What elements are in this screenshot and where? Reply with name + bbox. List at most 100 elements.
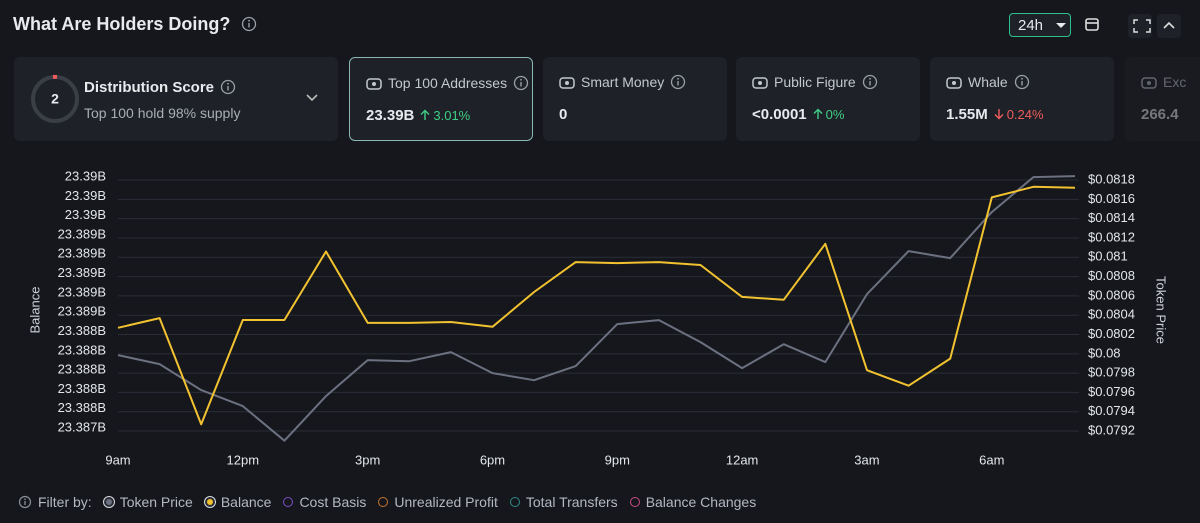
legend-item[interactable]: Token Price xyxy=(103,494,193,510)
y2-axis-title: Token Price xyxy=(1154,276,1169,344)
series-line xyxy=(117,175,1076,442)
legend-item[interactable]: Cost Basis xyxy=(283,494,366,510)
card-value: 1.55M 0.24% xyxy=(946,106,1044,123)
legend-label: Total Transfers xyxy=(525,494,618,510)
card-label: Smart Money xyxy=(581,74,686,90)
card-label: Exc xyxy=(1163,74,1187,90)
y-tick-label: 23.39B xyxy=(65,168,106,183)
series-line xyxy=(117,185,1076,426)
legend: Filter by: Token Price Balance Cost Basis U… xyxy=(18,494,756,510)
section-title: What Are Holders Doing? xyxy=(13,14,257,35)
arrow-icon xyxy=(420,109,430,120)
card-icon xyxy=(1141,77,1157,89)
legend-label: Balance xyxy=(220,494,272,510)
info-icon[interactable] xyxy=(241,16,257,32)
y-tick-label: 23.39B xyxy=(65,188,106,203)
stat-card[interactable]: Top 100 Addresses 23.39B 3.01% xyxy=(349,57,533,141)
stat-card[interactable]: Smart Money 0 xyxy=(543,57,727,141)
y2-tick-label: $0.0808 xyxy=(1088,268,1135,283)
collapse-button[interactable] xyxy=(1157,14,1181,38)
y2-tick-label: $0.0804 xyxy=(1088,307,1135,322)
value-text: 0 xyxy=(559,106,568,123)
y2-tick-label: $0.0802 xyxy=(1088,326,1135,341)
stat-card[interactable]: Exc 266.4 xyxy=(1125,57,1200,141)
card-icon xyxy=(752,77,768,89)
title-text: What Are Holders Doing? xyxy=(13,14,231,34)
x-tick-label: 9am xyxy=(105,452,130,467)
y2-tick-label: $0.0796 xyxy=(1088,384,1135,399)
arrow-icon xyxy=(994,109,1004,120)
y2-tick-label: $0.0806 xyxy=(1088,287,1135,302)
timeframe-dropdown[interactable]: 24h xyxy=(1009,13,1071,37)
legend-dot xyxy=(509,497,520,507)
stat-card[interactable]: Public Figure <0.0001 0% xyxy=(736,57,920,141)
y2-tick-label: $0.0814 xyxy=(1088,210,1135,225)
y-tick-label: 23.389B xyxy=(58,246,106,261)
y-axis-title: Balance xyxy=(27,287,42,334)
y-tick-label: 23.388B xyxy=(58,362,106,377)
legend-label: Cost Basis xyxy=(299,494,367,510)
info-icon[interactable] xyxy=(670,74,686,90)
toolbar-icons xyxy=(1085,14,1181,38)
arrow-icon xyxy=(813,108,823,119)
legend-item[interactable]: Balance Changes xyxy=(629,494,757,510)
value-text: 266.4 xyxy=(1141,106,1179,123)
x-tick-label: 3pm xyxy=(355,452,380,467)
value-text: 1.55M xyxy=(946,106,988,123)
legend-label: Balance Changes xyxy=(645,494,757,510)
y2-tick-label: $0.0792 xyxy=(1088,422,1135,437)
change-text: 0.24% xyxy=(1006,107,1044,122)
card-icon xyxy=(946,77,962,89)
card-icon xyxy=(366,78,382,90)
card-label: Public Figure xyxy=(774,74,878,90)
legend-label: Unrealized Profit xyxy=(394,494,498,510)
score-ring: 2 xyxy=(31,74,79,123)
change-text: 3.01% xyxy=(433,108,471,123)
x-tick-label: 3am xyxy=(854,452,879,467)
value-text: 23.39B xyxy=(366,107,415,124)
distribution-card[interactable]: 2 Distribution Score Top 100 hold 98% su… xyxy=(14,57,338,141)
legend-item[interactable]: Total Transfers xyxy=(509,494,618,510)
y2-tick-label: $0.081 xyxy=(1088,249,1128,264)
y2-tick-label: $0.0794 xyxy=(1088,403,1135,418)
chevron xyxy=(306,94,318,102)
y-tick-label: 23.388B xyxy=(58,323,106,338)
legend-item[interactable]: Balance xyxy=(204,494,272,510)
y-tick-label: 23.389B xyxy=(58,304,106,319)
timeframe-label: 24h xyxy=(1018,17,1044,34)
legend-dot xyxy=(629,497,640,507)
info-icon[interactable] xyxy=(1014,74,1030,90)
y2-tick-label: $0.0818 xyxy=(1088,171,1135,186)
y2-tick-label: $0.0812 xyxy=(1088,229,1135,244)
y-tick-label: 23.389B xyxy=(58,284,106,299)
score: 2 xyxy=(51,91,59,107)
change: 0% xyxy=(813,107,844,122)
card-icon xyxy=(559,77,575,89)
y-tick-label: 23.388B xyxy=(58,400,106,415)
info-icon[interactable] xyxy=(862,74,878,90)
y-tick-label: 23.389B xyxy=(58,226,106,241)
y-tick-label: 23.387B xyxy=(58,419,106,434)
x-tick-label: 6pm xyxy=(480,452,505,467)
x-tick-label: 9pm xyxy=(605,452,630,467)
info-icon[interactable] xyxy=(513,75,529,91)
y2-tick-label: $0.08 xyxy=(1088,345,1121,360)
card-subtitle: Top 100 hold 98% supply xyxy=(84,105,241,121)
legend-dot xyxy=(283,497,294,507)
stat-card[interactable]: Whale 1.55M 0.24% xyxy=(930,57,1114,141)
legend-dot xyxy=(103,497,114,507)
chart: Balance Token Price 23.387B 23.388B 23.388… xyxy=(27,168,1169,467)
y-tick-label: 23.389B xyxy=(58,265,106,280)
x-tick-label: 6am xyxy=(979,452,1004,467)
card-value: 0 xyxy=(559,106,567,123)
card-value: <0.0001 0% xyxy=(752,106,844,123)
calendar-icon[interactable] xyxy=(1085,18,1099,31)
info-icon[interactable] xyxy=(220,79,236,95)
filter-icon xyxy=(18,495,32,509)
legend-item[interactable]: Unrealized Profit xyxy=(378,494,498,510)
card-value: 23.39B 3.01% xyxy=(366,107,470,124)
caret xyxy=(1056,23,1067,28)
y-tick-label: 23.388B xyxy=(58,342,106,357)
legend-label: Token Price xyxy=(119,494,193,510)
change: 3.01% xyxy=(420,108,470,123)
